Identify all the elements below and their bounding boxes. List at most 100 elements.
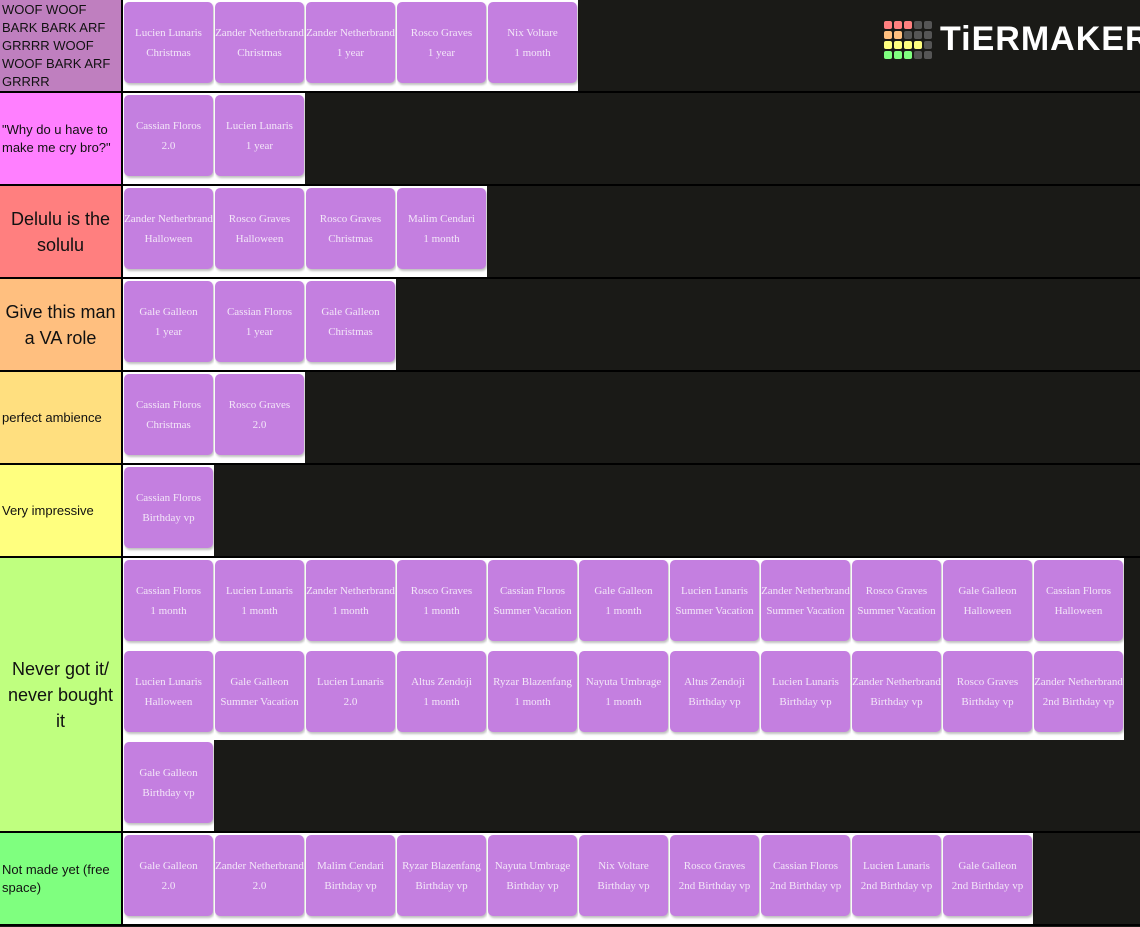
logo-text: TiERMAKER: [940, 20, 1140, 58]
tier-items: Zander Netherbrand Halloween Rosco Graves H…: [123, 186, 1138, 277]
item-cell: Gale Galleon 2nd Birthday vp: [942, 833, 1033, 924]
item-cell: Gale Galleon 2.0: [123, 833, 214, 924]
item-card: Lucien Lunaris 2.0: [306, 651, 395, 732]
item-cell: Lucien Lunaris 1 month: [214, 558, 305, 649]
item-card: Gale Galleon 2.0: [124, 835, 213, 916]
item-variant: Birthday vp: [506, 879, 559, 892]
item-cell: Rosco Graves Christmas: [305, 186, 396, 277]
item-card: Malim Cendari 1 month: [397, 188, 486, 269]
item-name: Ryzar Blazenfang: [402, 859, 481, 872]
tier-row: Give this man a VA role Gale Galleon 1 yea…: [0, 279, 1140, 372]
item-card: Cassian Floros Christmas: [124, 374, 213, 455]
item-cell: Lucien Lunaris 2.0: [305, 649, 396, 740]
tier-label: Delulu is the solulu: [0, 186, 123, 277]
item-name: Zander Netherbrand: [306, 26, 395, 39]
tier-label: WOOF WOOF BARK BARK ARF GRRRR WOOF WOOF …: [0, 0, 123, 91]
tier-items: Cassian Floros Birthday vp: [123, 465, 1138, 556]
item-cell: Zander Netherbrand Christmas: [214, 0, 305, 91]
item-variant: Christmas: [328, 232, 373, 245]
item-variant: 2nd Birthday vp: [1042, 695, 1115, 708]
item-cell: Cassian Floros Christmas: [123, 372, 214, 463]
item-cell: Zander Netherbrand Halloween: [123, 186, 214, 277]
item-variant: 1 month: [423, 604, 460, 617]
item-name: Gale Galleon: [958, 584, 1017, 597]
item-cell: Cassian Floros Halloween: [1033, 558, 1124, 649]
item-cell: Rosco Graves 1 month: [396, 558, 487, 649]
item-name: Rosco Graves: [410, 26, 473, 39]
item-name: Lucien Lunaris: [317, 675, 384, 688]
item-cell: Gale Galleon 1 year: [123, 279, 214, 370]
item-variant: 1 year: [245, 325, 274, 338]
item-card: Rosco Graves 1 year: [397, 2, 486, 83]
item-name: Cassian Floros: [499, 584, 566, 597]
item-name: Lucien Lunaris: [226, 119, 293, 132]
item-variant: 2.0: [252, 418, 267, 431]
item-variant: 2nd Birthday vp: [951, 879, 1024, 892]
item-variant: Birthday vp: [142, 786, 195, 799]
item-variant: Birthday vp: [597, 879, 650, 892]
item-cell: Zander Netherbrand 1 year: [305, 0, 396, 91]
item-name: Nix Voltare: [507, 26, 558, 39]
tier-items: Lucien Lunaris Christmas Zander Netherbran…: [123, 0, 1138, 91]
item-cell: Ryzar Blazenfang 1 month: [487, 649, 578, 740]
item-variant: 1 month: [605, 604, 642, 617]
item-cell: Lucien Lunaris Birthday vp: [760, 649, 851, 740]
item-name: Ryzar Blazenfang: [493, 675, 572, 688]
item-variant: 2nd Birthday vp: [678, 879, 751, 892]
item-card: Altus Zendoji Birthday vp: [670, 651, 759, 732]
item-name: Rosco Graves: [319, 212, 382, 225]
item-variant: Summer Vacation: [493, 604, 572, 617]
item-variant: 2.0: [343, 695, 358, 708]
item-card: Nix Voltare Birthday vp: [579, 835, 668, 916]
item-cell: Nayuta Umbrage 1 month: [578, 649, 669, 740]
item-card: Ryzar Blazenfang 1 month: [488, 651, 577, 732]
tier-row: Not made yet (free space) Gale Galleon 2.0…: [0, 833, 1140, 926]
item-name: Zander Netherbrand: [215, 859, 304, 872]
item-name: Rosco Graves: [683, 859, 746, 872]
item-variant: 2nd Birthday vp: [769, 879, 842, 892]
item-cell: Lucien Lunaris 1 year: [214, 93, 305, 184]
item-cell: Nix Voltare 1 month: [487, 0, 578, 91]
item-card: Gale Galleon 2nd Birthday vp: [943, 835, 1032, 916]
tier-row: perfect ambience Cassian Floros Christmas R…: [0, 372, 1140, 465]
item-card: Malim Cendari Birthday vp: [306, 835, 395, 916]
item-name: Cassian Floros: [772, 859, 839, 872]
tier-items: Gale Galleon 1 year Cassian Floros 1 year Ga…: [123, 279, 1138, 370]
item-card: Gale Galleon 1 month: [579, 560, 668, 641]
item-variant: 2.0: [161, 139, 176, 152]
item-card: Lucien Lunaris Birthday vp: [761, 651, 850, 732]
item-variant: Birthday vp: [324, 879, 377, 892]
item-cell: Cassian Floros 1 year: [214, 279, 305, 370]
item-cell: Ryzar Blazenfang Birthday vp: [396, 833, 487, 924]
item-cell: Malim Cendari 1 month: [396, 186, 487, 277]
item-card: Cassian Floros 2nd Birthday vp: [761, 835, 850, 916]
item-name: Lucien Lunaris: [772, 675, 839, 688]
item-name: Lucien Lunaris: [135, 26, 202, 39]
item-card: Gale Galleon Halloween: [943, 560, 1032, 641]
tier-row: Never got it/ never bought it Cassian Flo…: [0, 558, 1140, 833]
item-variant: Birthday vp: [415, 879, 468, 892]
item-card: Altus Zendoji 1 month: [397, 651, 486, 732]
item-name: Malim Cendari: [317, 859, 384, 872]
item-name: Rosco Graves: [410, 584, 473, 597]
item-card: Cassian Floros Birthday vp: [124, 467, 213, 548]
item-variant: 1 month: [423, 695, 460, 708]
item-card: Rosco Graves 1 month: [397, 560, 486, 641]
item-variant: Halloween: [144, 695, 193, 708]
item-card: Rosco Graves Birthday vp: [943, 651, 1032, 732]
item-cell: Rosco Graves 1 year: [396, 0, 487, 91]
tier-label: Never got it/ never bought it: [0, 558, 123, 831]
item-name: Cassian Floros: [135, 491, 202, 504]
item-name: Zander Netherbrand: [1034, 675, 1123, 688]
item-name: Gale Galleon: [594, 584, 653, 597]
item-name: Altus Zendoji: [684, 675, 745, 688]
item-cell: Zander Netherbrand 2nd Birthday vp: [1033, 649, 1124, 740]
item-name: Zander Netherbrand: [306, 584, 395, 597]
item-name: Cassian Floros: [135, 398, 202, 411]
tier-items: Cassian Floros 2.0 Lucien Lunaris 1 year: [123, 93, 1138, 184]
item-card: Lucien Lunaris Christmas: [124, 2, 213, 83]
item-cell: Lucien Lunaris Halloween: [123, 649, 214, 740]
item-name: Lucien Lunaris: [135, 675, 202, 688]
item-variant: 1 month: [605, 695, 642, 708]
